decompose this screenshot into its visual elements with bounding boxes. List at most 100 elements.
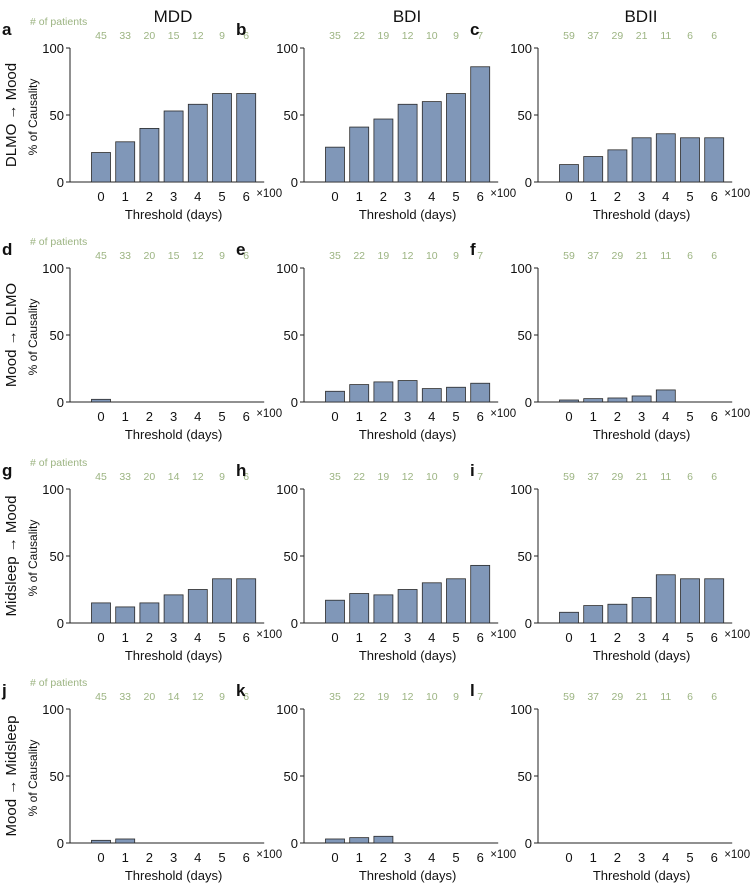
y-tick-label: 50	[284, 328, 298, 343]
bar	[187, 103, 208, 183]
patient-count: 20	[144, 30, 156, 42]
y-tick-label: 50	[50, 549, 64, 564]
bar	[655, 389, 676, 403]
x-tick-label: 0	[331, 630, 338, 645]
x-tick-label: 4	[428, 630, 435, 645]
x-axis-label: Threshold (days)	[125, 207, 223, 222]
patient-count: 12	[192, 471, 204, 483]
patient-count: 35	[329, 250, 341, 262]
y-tick-label: 0	[525, 175, 532, 190]
y-tick-label: 100	[42, 702, 64, 717]
bar	[373, 381, 394, 403]
x-tick-label: 0	[331, 189, 338, 204]
bar	[91, 602, 111, 624]
x-tick-label: 0	[97, 409, 104, 424]
column-title: BDI	[393, 7, 421, 26]
x-tick-label: 0	[565, 189, 572, 204]
panel-letter: i	[470, 461, 475, 480]
x-multiplier: ×100	[490, 629, 516, 641]
x-tick-label: 4	[428, 409, 435, 424]
bar	[139, 127, 160, 183]
x-axis-label: Threshold (days)	[125, 648, 223, 663]
y-axis-label: % of Causality	[26, 299, 40, 376]
panel-letter: e	[236, 240, 245, 259]
bar	[446, 578, 466, 624]
x-tick-label: 6	[243, 850, 250, 865]
panel-c: c 59 37 29 21 11 6 6 0 50 100 0 1 2 3 4 5 6 ×100 Threshold …	[470, 20, 750, 222]
x-tick-label: 2	[146, 409, 153, 424]
x-tick-label: 5	[218, 409, 225, 424]
bar	[349, 593, 370, 624]
x-tick-label: 6	[711, 409, 718, 424]
patient-count: 21	[636, 691, 648, 703]
bar	[680, 137, 700, 183]
x-tick-label: 4	[662, 189, 669, 204]
patient-count: 10	[426, 30, 438, 42]
patient-count: 6	[711, 691, 717, 703]
patient-count: 37	[587, 30, 599, 42]
bar	[607, 397, 628, 403]
patient-count: 15	[168, 250, 180, 262]
y-tick-label: 0	[525, 836, 532, 851]
y-tick-label: 0	[57, 175, 64, 190]
patient-count: 45	[95, 691, 107, 703]
x-tick-label: 6	[711, 850, 718, 865]
patient-count: 45	[95, 471, 107, 483]
patient-count: 33	[119, 250, 131, 262]
patient-count: 9	[219, 691, 225, 703]
x-tick-label: 3	[638, 409, 645, 424]
x-tick-label: 4	[194, 409, 201, 424]
patient-count: 19	[378, 691, 390, 703]
patient-count: 22	[353, 30, 365, 42]
patient-count: 22	[353, 250, 365, 262]
x-axis-label: Threshold (days)	[359, 648, 457, 663]
y-tick-label: 0	[525, 395, 532, 410]
patient-count: 21	[636, 250, 648, 262]
bar	[583, 398, 604, 403]
y-tick-label: 50	[284, 549, 298, 564]
x-tick-label: 3	[170, 189, 177, 204]
patient-count: 29	[612, 30, 624, 42]
x-tick-label: 0	[97, 189, 104, 204]
patient-count: 12	[402, 691, 414, 703]
patient-count: 6	[711, 30, 717, 42]
patient-count: 14	[168, 471, 180, 483]
y-tick-label: 100	[276, 482, 298, 497]
x-tick-label: 3	[404, 630, 411, 645]
y-tick-label: 100	[510, 261, 532, 276]
bar	[421, 582, 442, 624]
bar	[373, 835, 394, 844]
x-tick-label: 4	[194, 630, 201, 645]
patients-caption: # of patients	[30, 677, 87, 689]
x-tick-label: 4	[662, 850, 669, 865]
y-tick-label: 100	[42, 41, 64, 56]
x-tick-label: 6	[243, 409, 250, 424]
x-tick-label: 5	[686, 850, 693, 865]
patient-count: 10	[426, 250, 438, 262]
x-multiplier: ×100	[490, 849, 516, 861]
x-axis-label: Threshold (days)	[359, 207, 457, 222]
bar	[607, 149, 628, 183]
patient-count: 33	[119, 471, 131, 483]
x-multiplier: ×100	[256, 629, 282, 641]
y-tick-label: 50	[518, 769, 532, 784]
y-tick-label: 0	[57, 836, 64, 851]
patient-count: 59	[563, 471, 575, 483]
patient-count: 15	[168, 30, 180, 42]
y-tick-label: 100	[42, 261, 64, 276]
bar	[349, 126, 370, 183]
patient-count: 37	[587, 691, 599, 703]
patient-count: 12	[402, 30, 414, 42]
y-tick-label: 50	[518, 108, 532, 123]
x-tick-label: 3	[404, 850, 411, 865]
patients-caption: # of patients	[30, 457, 87, 469]
x-multiplier: ×100	[256, 849, 282, 861]
y-tick-label: 50	[50, 328, 64, 343]
row-label: Midsleep → Mood	[3, 496, 20, 617]
patient-count: 35	[329, 30, 341, 42]
x-tick-label: 4	[428, 850, 435, 865]
x-tick-label: 0	[565, 630, 572, 645]
x-tick-label: 3	[404, 189, 411, 204]
